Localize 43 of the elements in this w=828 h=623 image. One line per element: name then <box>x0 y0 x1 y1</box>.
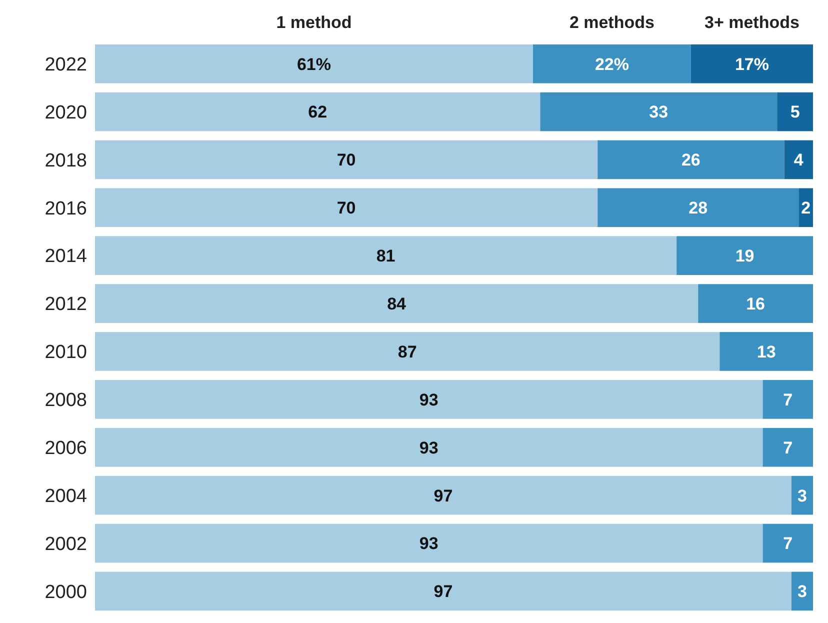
data-label: 70 <box>336 150 356 170</box>
data-label: 28 <box>688 198 708 218</box>
y-tick-label: 2000 <box>44 582 87 603</box>
data-label: 93 <box>419 534 438 554</box>
series-label: 3+ methods <box>704 13 800 32</box>
data-label: 84 <box>387 294 407 314</box>
y-tick-label: 2022 <box>44 54 87 76</box>
y-tick-label: 2002 <box>44 534 87 555</box>
y-tick-label: 2014 <box>44 246 88 268</box>
data-label: 4 <box>794 150 804 170</box>
data-label: 61% <box>296 54 332 74</box>
data-label: 16 <box>746 294 766 314</box>
series-label: 2 methods <box>569 13 654 32</box>
data-label: 97 <box>434 582 453 602</box>
data-label: 33 <box>649 102 668 122</box>
series-label: 1 method <box>276 13 352 32</box>
data-label: 7 <box>783 534 793 554</box>
y-tick-label: 2020 <box>44 102 87 124</box>
y-tick-label: 2012 <box>44 294 87 316</box>
y-tick-label: 2004 <box>44 486 88 507</box>
data-label: 19 <box>735 246 754 266</box>
data-label: 13 <box>756 342 776 362</box>
y-tick-label: 2018 <box>44 150 87 172</box>
data-label: 3 <box>797 486 807 506</box>
y-tick-label: 2006 <box>44 438 87 460</box>
data-label: 70 <box>336 198 356 218</box>
data-label: 7 <box>783 438 793 458</box>
data-label: 26 <box>681 150 700 170</box>
data-label: 93 <box>419 390 438 410</box>
data-label: 81 <box>376 246 396 266</box>
data-label: 62 <box>308 102 328 122</box>
data-label: 3 <box>797 582 807 602</box>
data-label: 93 <box>419 438 438 458</box>
data-label: 22% <box>594 54 629 74</box>
y-tick-label: 2008 <box>44 390 87 412</box>
y-tick-label: 2016 <box>44 198 87 220</box>
data-label: 97 <box>434 486 453 506</box>
data-label: 87 <box>398 342 417 362</box>
data-label: 2 <box>801 198 811 218</box>
data-label: 17% <box>734 54 769 74</box>
y-tick-label: 2010 <box>44 342 87 364</box>
data-label: 5 <box>790 102 800 122</box>
data-label: 7 <box>783 390 793 410</box>
